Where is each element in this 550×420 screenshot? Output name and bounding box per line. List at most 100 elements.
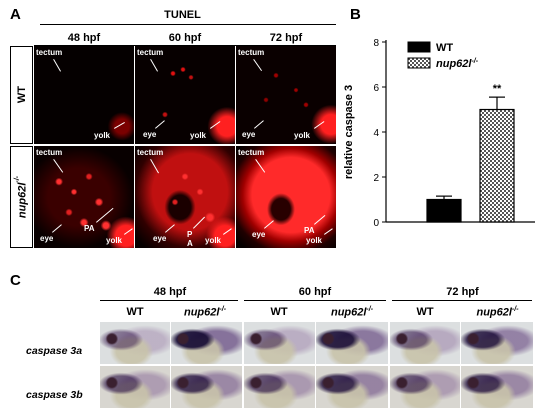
pointer-line bbox=[155, 120, 165, 129]
lbl-eye: eye bbox=[242, 130, 256, 139]
pointer-line bbox=[223, 228, 232, 235]
legend-label-0: WT bbox=[436, 42, 453, 54]
lbl-tectum: tectum bbox=[137, 48, 164, 57]
insitu-image bbox=[244, 366, 315, 408]
c-rule-72 bbox=[392, 300, 532, 301]
panel-b-label: B bbox=[350, 6, 361, 23]
row-mutant-text: nup62l-/- bbox=[14, 176, 29, 218]
insitu-image bbox=[171, 366, 242, 408]
pointer-line bbox=[114, 122, 125, 129]
tunel-title-rule bbox=[40, 24, 336, 25]
lbl-tectum: tectum bbox=[137, 148, 164, 157]
c-rule-48 bbox=[100, 300, 238, 301]
lbl-p: P bbox=[187, 230, 193, 239]
lbl-a: A bbox=[187, 239, 193, 248]
insitu-image bbox=[461, 322, 533, 364]
row-wt-text: WT bbox=[15, 86, 28, 104]
y-tick-label: 6 bbox=[373, 83, 379, 94]
y-tick-label: 4 bbox=[373, 128, 379, 139]
c-geno-mut-name: nup62l bbox=[330, 306, 367, 319]
pointer-line bbox=[165, 224, 175, 233]
c-time-48hpf: 48 hpf bbox=[153, 286, 187, 298]
insitu-image bbox=[244, 322, 315, 364]
bar-0 bbox=[426, 198, 462, 223]
insitu-image bbox=[390, 366, 460, 408]
bar-1 bbox=[479, 108, 515, 223]
c-time-60hpf: 60 hpf bbox=[298, 286, 332, 298]
pointer-line bbox=[254, 120, 264, 129]
lbl-pa: PA bbox=[84, 224, 95, 233]
c-geno-wt-60: WT bbox=[270, 306, 288, 318]
lbl-yolk: yolk bbox=[205, 236, 222, 245]
c-geno-mut-sup: -/- bbox=[366, 306, 374, 313]
c-geno-mut-48: nup62l-/- bbox=[170, 306, 240, 319]
pointer-line bbox=[210, 121, 221, 129]
tunel-mutant-72hpf: tectum eye PA yolk bbox=[236, 146, 336, 248]
c-geno-mut-72: nup62l-/- bbox=[460, 306, 535, 319]
lbl-tectum: tectum bbox=[238, 148, 265, 157]
c-row-caspase3a: caspase 3a bbox=[26, 345, 83, 357]
insitu-image bbox=[100, 366, 170, 408]
c-geno-wt-72: WT bbox=[416, 306, 434, 318]
c-geno-wt-48: WT bbox=[126, 306, 144, 318]
panel-c-label: C bbox=[10, 272, 21, 289]
pointer-line bbox=[324, 228, 333, 235]
pointer-line bbox=[124, 228, 133, 235]
legend-swatch-1 bbox=[407, 57, 431, 69]
pointer-line bbox=[150, 159, 159, 174]
legend-label-1: nup62l-/- bbox=[436, 58, 479, 70]
caspase3-bar-chart: relative caspase 3 0 2 4 6 8 ** WT nup62l-/- bbox=[343, 38, 535, 229]
insitu-image bbox=[316, 366, 388, 408]
lbl-yolk: yolk bbox=[106, 236, 123, 245]
tunel-wt-60hpf: tectum eye yolk bbox=[135, 46, 235, 144]
col-48hpf: 48 hpf bbox=[67, 32, 101, 44]
lbl-yolk: yolk bbox=[190, 131, 207, 140]
pointer-line bbox=[314, 215, 326, 225]
y-tick-label: 0 bbox=[373, 218, 379, 229]
panel-a-label: A bbox=[10, 6, 21, 23]
row-mutant-name: nup62l bbox=[16, 182, 29, 219]
c-geno-mut-name: nup62l bbox=[476, 306, 512, 319]
c-geno-mut-60: nup62l-/- bbox=[316, 306, 388, 319]
tunel-mutant-60hpf: tectum eye P A yolk bbox=[135, 146, 235, 248]
tunel-title: TUNEL bbox=[164, 9, 201, 21]
tunel-wt-72hpf: tectum eye yolk bbox=[236, 46, 336, 144]
row-label-wt: WT bbox=[10, 46, 33, 144]
lbl-pa: PA bbox=[304, 226, 315, 235]
significance-marker: ** bbox=[493, 83, 502, 95]
lbl-eye: eye bbox=[143, 130, 157, 139]
pointer-line bbox=[53, 159, 64, 173]
lbl-tectum: tectum bbox=[36, 48, 63, 57]
pointer-line bbox=[314, 121, 325, 129]
pointer-line bbox=[193, 216, 206, 229]
y-tick-label: 2 bbox=[373, 173, 379, 184]
lbl-eye: eye bbox=[153, 234, 167, 243]
tunel-wt-48hpf: tectum yolk bbox=[34, 46, 134, 144]
insitu-image bbox=[100, 322, 170, 364]
row-mutant-sup: -/- bbox=[14, 175, 22, 183]
row-label-mutant: nup62l-/- bbox=[10, 146, 33, 248]
y-axis-label: relative caspase 3 bbox=[343, 85, 355, 179]
insitu-image bbox=[461, 366, 533, 408]
pointer-line bbox=[150, 59, 158, 72]
legend-sup: -/- bbox=[471, 58, 478, 65]
pointer-line bbox=[253, 59, 263, 72]
insitu-image bbox=[171, 322, 242, 364]
pointer-line bbox=[96, 207, 114, 223]
c-row-caspase3b: caspase 3b bbox=[26, 389, 83, 401]
c-geno-mut-sup: -/- bbox=[219, 306, 227, 313]
col-60hpf: 60 hpf bbox=[168, 32, 202, 44]
col-72hpf: 72 hpf bbox=[269, 32, 303, 44]
pointer-line bbox=[52, 224, 62, 233]
lbl-eye: eye bbox=[40, 234, 54, 243]
c-time-72hpf: 72 hpf bbox=[446, 286, 479, 298]
chart-root: relative caspase 3 0 2 4 6 8 ** WT nup62l-/- bbox=[343, 38, 535, 229]
insitu-image bbox=[316, 322, 388, 364]
lbl-yolk: yolk bbox=[294, 131, 311, 140]
tunel-header-rule bbox=[34, 45, 336, 46]
pointer-line bbox=[53, 59, 61, 72]
tunel-mutant-48hpf: tectum eye PA yolk bbox=[34, 146, 134, 248]
lbl-tectum: tectum bbox=[238, 48, 265, 57]
lbl-yolk: yolk bbox=[306, 236, 323, 245]
legend-swatch-0 bbox=[407, 41, 431, 53]
